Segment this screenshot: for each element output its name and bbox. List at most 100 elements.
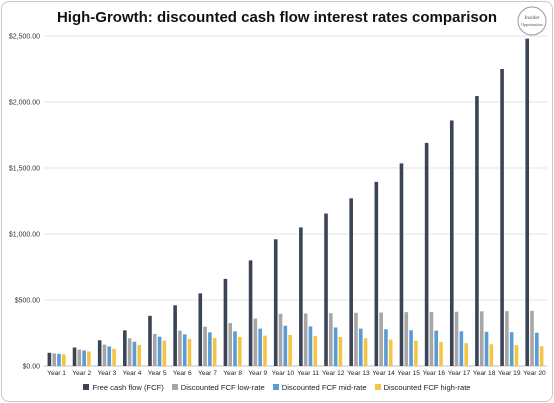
x-tick-label: Year 10 — [272, 370, 295, 377]
bar — [152, 333, 157, 366]
bar — [338, 336, 343, 366]
bar — [379, 312, 383, 366]
bar — [358, 328, 363, 366]
bar — [505, 311, 509, 366]
x-tick-label: Year 15 — [397, 370, 420, 377]
y-tick-label: $1,500.00 — [9, 166, 40, 173]
bar — [203, 326, 207, 366]
bar — [333, 327, 338, 366]
bar — [354, 312, 358, 366]
bar — [258, 328, 262, 366]
bar — [429, 311, 434, 366]
legend-label: Discounted FCF mid-rate — [281, 383, 367, 392]
bar — [363, 338, 368, 366]
x-tick-label: Year 8 — [223, 370, 242, 377]
bar — [253, 318, 258, 366]
bar — [313, 335, 318, 366]
bar — [299, 227, 303, 366]
y-axis-ticks: $0.00 $500.00 $1,000.00 $1,500.00 $2,000.00 $… — [9, 34, 40, 371]
bar — [248, 260, 253, 366]
gridlines — [44, 35, 547, 367]
x-tick-label: Year 17 — [448, 370, 471, 377]
bar — [464, 343, 468, 366]
insider-opportunities-logo: Insider Opportunities — [517, 6, 547, 36]
bar — [324, 213, 328, 366]
bar — [439, 341, 443, 366]
x-tick-label: Year 7 — [198, 370, 217, 377]
bar — [187, 338, 192, 366]
bar — [72, 347, 77, 366]
x-tick-label: Year 6 — [173, 370, 192, 377]
y-tick-label: $500.00 — [15, 298, 40, 305]
svg-text:Opportunities: Opportunities — [521, 22, 543, 27]
legend-label: Discounted FCF low-rate — [180, 383, 265, 392]
bar — [82, 350, 86, 366]
bar — [484, 331, 489, 366]
legend-label: Free cash flow (FCF) — [92, 383, 164, 392]
x-axis-ticks: Year 1 Year 2 Year 3 Year 4 Year 5 Year 6 Year… — [47, 370, 546, 377]
bar — [77, 349, 82, 366]
x-tick-label: Year 1 — [47, 370, 66, 377]
bar — [87, 351, 91, 366]
bar — [530, 310, 534, 366]
bar — [208, 332, 212, 366]
bars — [47, 38, 544, 366]
bar — [97, 340, 102, 366]
x-tick-label: Year 14 — [372, 370, 395, 377]
bar — [278, 313, 283, 366]
x-tick-label: Year 20 — [523, 370, 546, 377]
bar — [303, 313, 308, 366]
bar — [329, 313, 333, 366]
x-tick-label: Year 4 — [123, 370, 142, 377]
bar — [223, 278, 228, 366]
bar — [61, 354, 66, 366]
x-tick-label: Year 12 — [322, 370, 345, 377]
bar — [127, 338, 132, 366]
bar — [123, 330, 127, 366]
x-tick-label: Year 16 — [423, 370, 446, 377]
bar — [384, 329, 388, 366]
bar — [57, 353, 61, 366]
legend: Free cash flow (FCF) Discounted FCF low-r… — [0, 383, 554, 392]
legend-item: Free cash flow (FCF) — [83, 383, 164, 392]
bar — [102, 344, 107, 366]
bar — [374, 181, 379, 366]
bar — [47, 352, 52, 366]
bar — [489, 344, 494, 366]
bar — [349, 198, 353, 366]
bar — [132, 341, 137, 366]
bar — [137, 344, 142, 366]
bar — [459, 331, 464, 366]
bar — [52, 353, 56, 366]
y-tick-label: $2,000.00 — [9, 100, 40, 107]
svg-text:Insider: Insider — [524, 15, 539, 21]
bar — [500, 69, 504, 366]
y-tick-label: $0.00 — [22, 364, 40, 371]
bar — [107, 346, 112, 366]
bar — [173, 305, 177, 366]
bar — [283, 325, 288, 366]
bar — [539, 346, 544, 366]
legend-swatch — [171, 384, 178, 390]
legend-item: Discounted FCF high-rate — [374, 383, 471, 392]
bar — [233, 331, 237, 366]
legend-label: Discounted FCF high-rate — [383, 383, 471, 392]
bar — [449, 120, 454, 366]
bar — [212, 338, 217, 366]
legend-swatch — [83, 384, 90, 390]
bar — [514, 345, 519, 366]
x-tick-label: Year 13 — [347, 370, 370, 377]
legend-item: Discounted FCF low-rate — [171, 383, 265, 392]
bar — [182, 334, 187, 366]
bar — [273, 239, 278, 366]
bar — [198, 293, 203, 366]
y-tick-label: $2,500.00 — [9, 34, 40, 41]
chart-title: High-Growth: discounted cash flow intere… — [56, 9, 498, 26]
bar — [228, 323, 233, 366]
bar — [388, 339, 393, 366]
bar — [162, 340, 167, 366]
x-tick-label: Year 3 — [97, 370, 116, 377]
bar — [308, 326, 313, 366]
bar — [178, 330, 182, 366]
